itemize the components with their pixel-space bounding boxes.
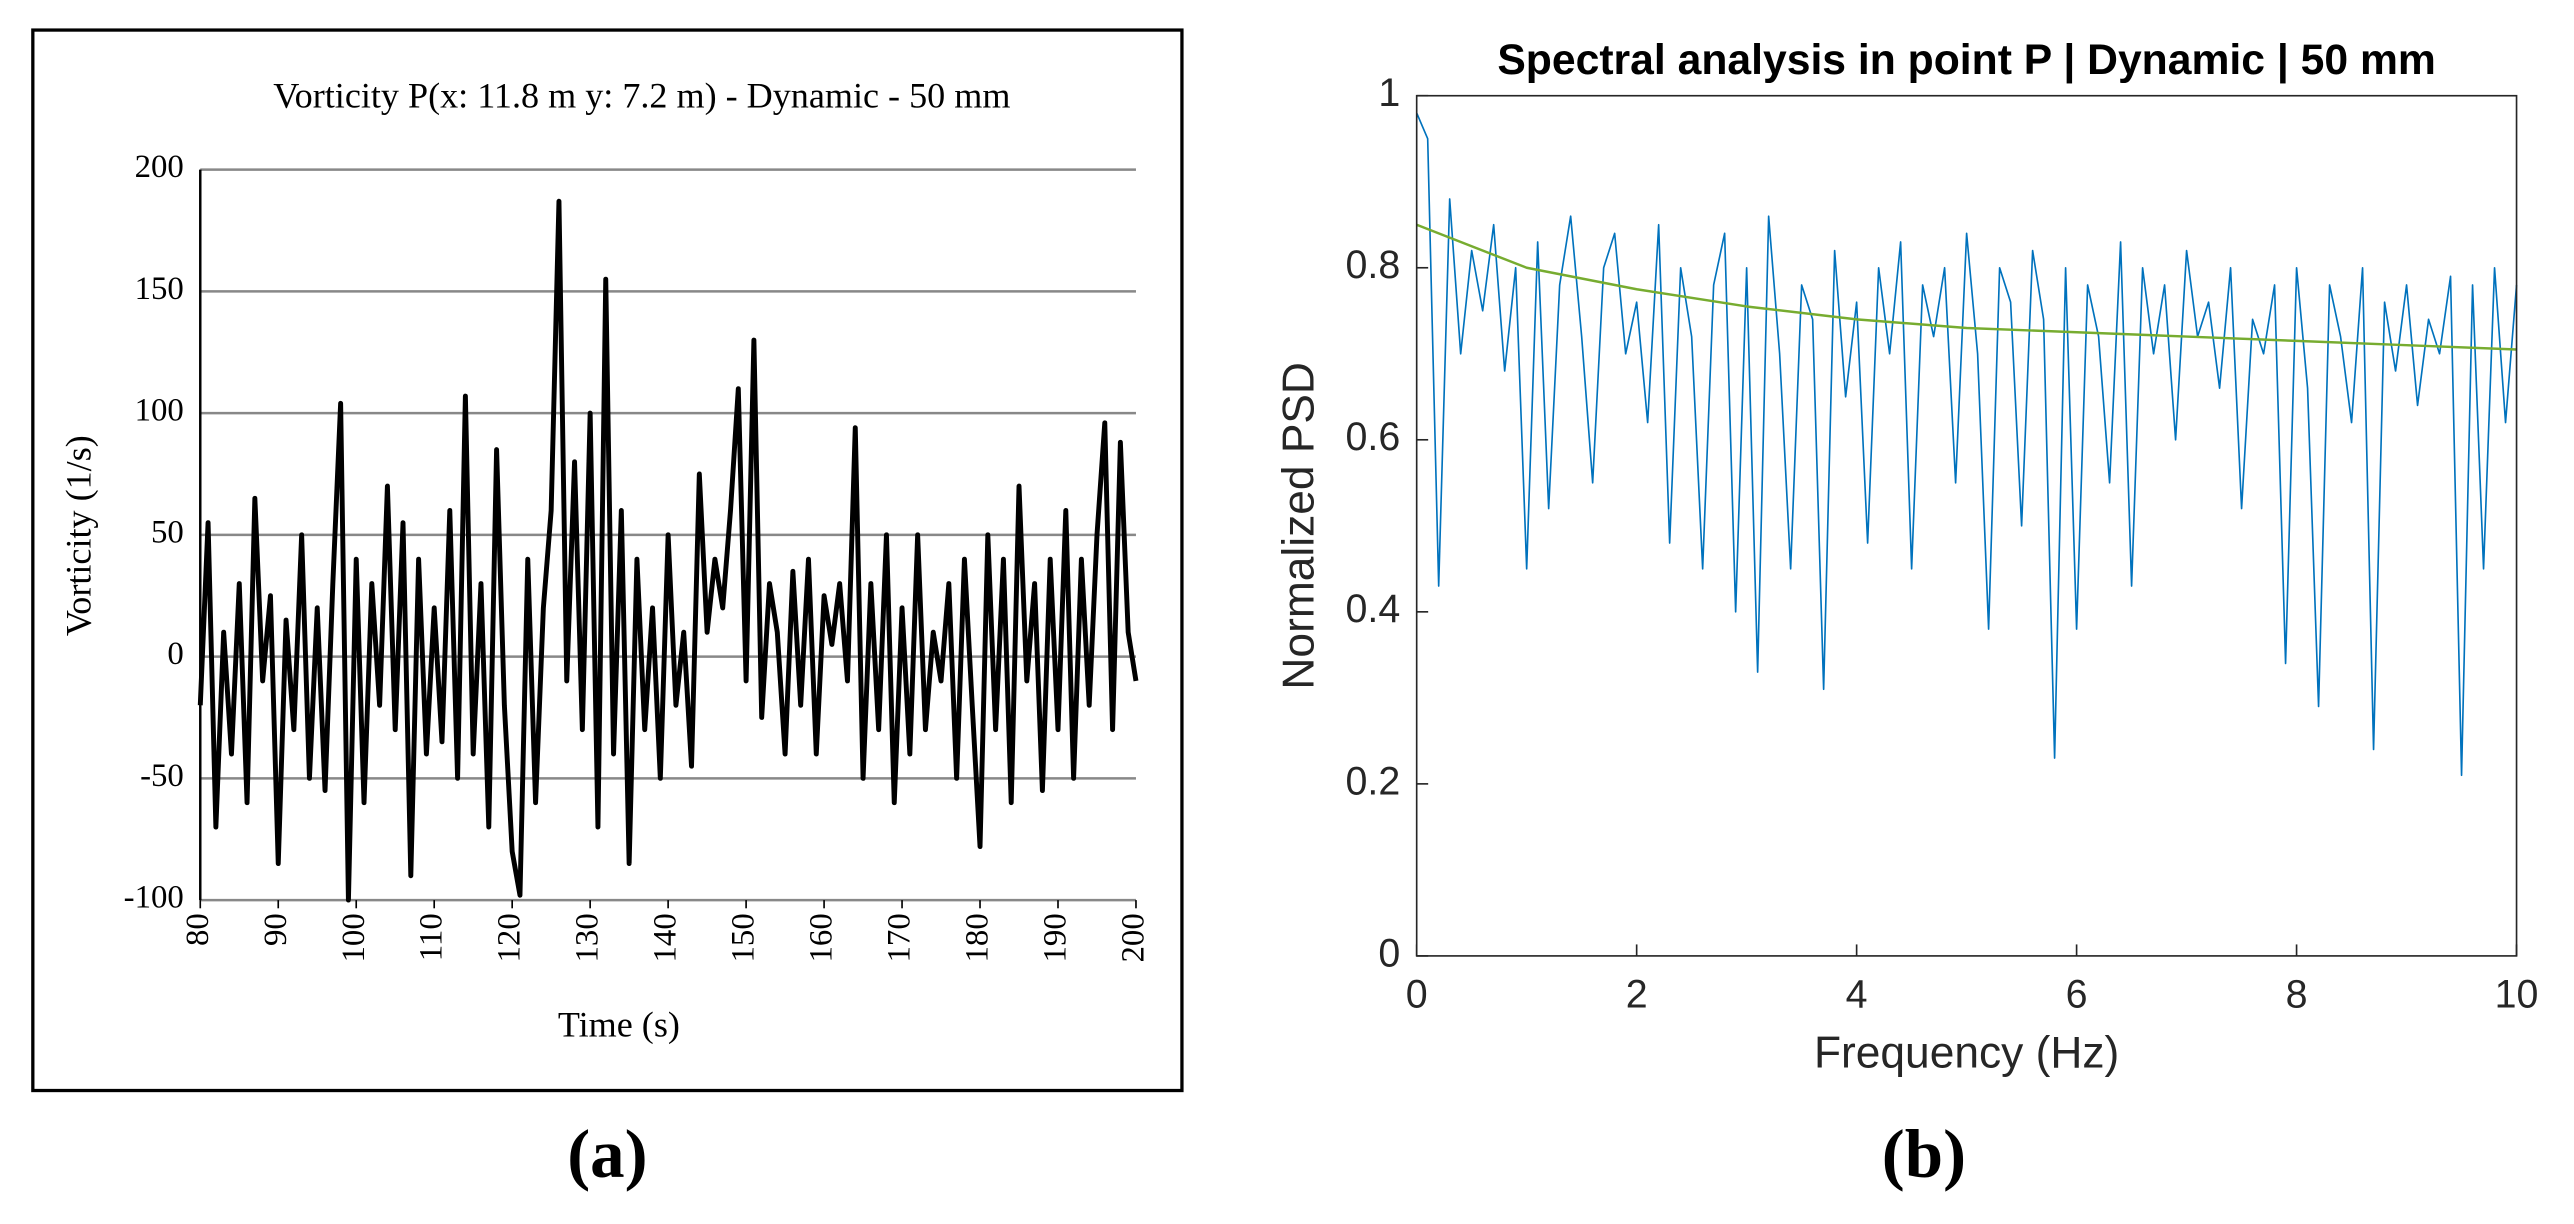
x-tick-label: 110: [414, 913, 450, 961]
x-tick-label: 10: [2495, 972, 2539, 1016]
y-tick-label: 0.6: [1346, 415, 1401, 459]
x-tick-label: 160: [804, 913, 840, 962]
x-tick-label: 150: [726, 913, 762, 962]
y-tick-label: -50: [140, 758, 184, 794]
x-tick-label: 190: [1038, 913, 1074, 962]
y-tick-label: 1: [1378, 71, 1400, 115]
x-tick-label: 2: [1626, 972, 1648, 1016]
x-tick-label: 6: [2066, 972, 2088, 1016]
series-line: [1416, 223, 2517, 351]
chart-title: Vorticity P(x: 11.8 m y: 7.2 m) - Dynami…: [273, 75, 1010, 115]
plot-frame: [1415, 94, 2518, 957]
y-tick-label: 0: [167, 636, 183, 672]
x-tick-label: 170: [882, 913, 918, 962]
series-line: [197, 198, 1139, 903]
x-tick-label: 80: [180, 913, 216, 946]
y-tick-label: 0.8: [1346, 243, 1401, 287]
y-tick-label: 50: [151, 514, 184, 550]
y-tick-label: 0.4: [1346, 587, 1401, 631]
y-tick-label: 100: [135, 393, 184, 429]
y-tick-label: 0: [1378, 931, 1400, 975]
x-tick-label: 180: [960, 913, 996, 962]
y-tick-label: 150: [135, 271, 184, 307]
panel-label: (a): [567, 1116, 647, 1192]
y-axis-label: Normalized PSD: [1274, 362, 1323, 690]
x-tick-label: 130: [570, 913, 606, 962]
y-axis-label: Vorticity (1/s): [58, 435, 98, 636]
y-tick-label: 0.2: [1346, 759, 1401, 803]
y-tick-label: -100: [124, 880, 184, 916]
x-tick-label: 8: [2286, 972, 2308, 1016]
x-tick-label: 4: [1846, 972, 1868, 1016]
x-tick-label: 0: [1406, 972, 1428, 1016]
panel-frame: [31, 28, 1184, 1093]
x-tick-label: 120: [492, 913, 528, 962]
x-tick-label: 100: [336, 913, 372, 962]
y-tick-label: 200: [135, 149, 184, 185]
chart-title: Spectral analysis in point P | Dynamic |…: [1497, 36, 2436, 84]
x-tick-label: 90: [258, 913, 294, 946]
series-line: [1415, 112, 2518, 777]
x-axis-label: Frequency (Hz): [1814, 1029, 2119, 1078]
panel-label: (b): [1882, 1116, 1966, 1192]
x-axis-label: Time (s): [558, 1004, 680, 1044]
x-tick-label: 140: [648, 913, 684, 962]
x-tick-label: 200: [1116, 913, 1152, 962]
